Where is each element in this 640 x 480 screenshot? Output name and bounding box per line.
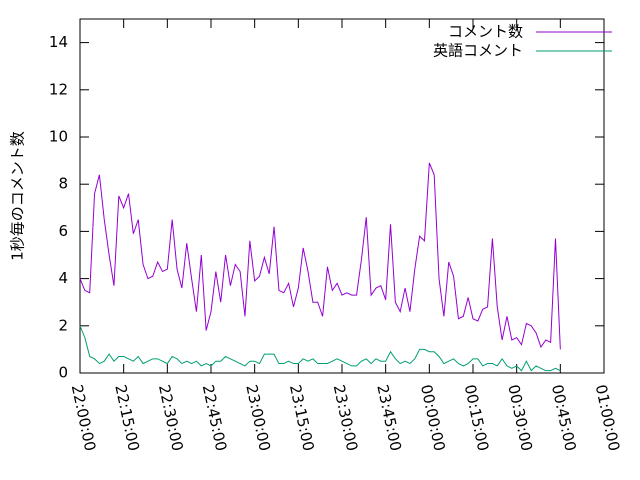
x-tick-label: 23:30:00 [330,383,362,453]
y-tick-label: 4 [58,269,68,287]
x-tick-label: 00:30:00 [504,383,536,453]
x-tick-label: 01:00:00 [592,383,624,453]
x-tick-label: 22:15:00 [111,383,143,453]
y-tick-label: 12 [49,80,68,98]
x-tick-label: 23:45:00 [373,383,405,453]
x-tick-label: 22:00:00 [68,383,100,453]
x-tick-label: 22:45:00 [199,383,231,453]
series-line [79,162,561,350]
y-axis-label: 1秒毎のコメント数 [9,131,27,261]
y-tick-label: 14 [49,33,68,51]
x-tick-label: 23:00:00 [242,383,274,453]
y-tick-label: 10 [49,128,68,146]
y-tick-label: 6 [58,222,68,240]
y-tick-label: 8 [58,175,68,193]
legend-label: コメント数 [448,23,523,41]
plot-frame [79,18,605,374]
y-tick-label: 2 [58,316,68,334]
y-tick-label: 0 [58,364,68,382]
x-tick-label: 00:45:00 [548,383,580,453]
x-tick-label: 22:30:00 [155,383,187,453]
legend-label: 英語コメント [433,42,523,60]
x-tick-label: 23:15:00 [286,383,318,453]
x-tick-label: 00:00:00 [417,383,449,453]
x-tick-label: 00:15:00 [461,383,493,453]
series-line [79,325,561,372]
